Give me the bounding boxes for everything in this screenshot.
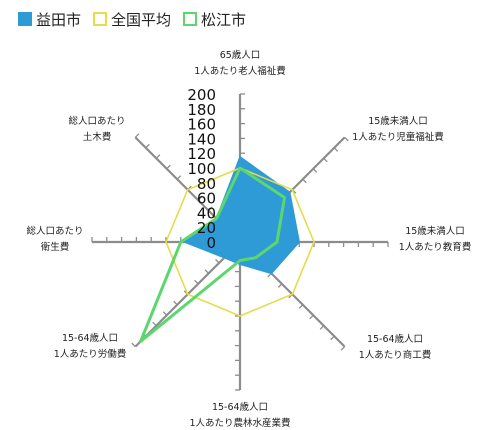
category-label-5-line-0: 15-64歳人口 [62,332,118,344]
chart-legend: 益田市 全国平均 松江市 [18,8,246,30]
category-label-4-line-0: 15-64歳人口 [212,401,268,413]
radial-tick-label-6: 120 [187,145,216,163]
radial-tick-label-7: 140 [187,130,216,148]
legend-label-national-average: 全国平均 [111,10,172,29]
category-label-4-line-1: 1人あたり農林水産業費 [189,417,290,429]
axis-tick-5-4 [194,279,199,285]
category-label-1-line-0: 15歳未満人口 [368,115,428,127]
axis-tick-7-6 [176,175,182,180]
axis-tick-1-7 [312,168,318,173]
radial-tick-label-10: 200 [187,86,216,104]
series-line-2 [139,166,286,343]
axis-tick-7-3 [208,206,213,212]
radial-tick-label-2: 40 [197,204,216,222]
axis-tick-3-6 [298,304,304,309]
axis-tick-1-6 [302,178,307,184]
category-label-0-line-0: 65歳人口 [220,49,261,61]
category-label-1-line-1: 1人あたり児童福祉費 [352,131,444,143]
legend-label-masuda: 益田市 [36,10,82,29]
legend-item-national-average: 全国平均 [93,9,171,30]
category-label-7-line-0: 総人口あたり [68,115,125,127]
legend-item-matsue: 松江市 [183,9,246,30]
radial-tick-label-4: 80 [197,175,216,193]
legend-swatch-masuda [18,12,32,26]
category-label-6-line-1: 衛生費 [41,241,70,253]
category-label-7-line-1: 土木費 [83,131,112,143]
category-label-3-line-0: 15-64歳人口 [367,333,423,345]
category-label-0-line-1: 1人あたり老人福祉費 [194,65,286,77]
radial-tick-label-5: 100 [187,160,216,178]
radial-tick-label-0: 0 [206,234,216,252]
axis-tick-1-10 [344,136,349,142]
axis-tick-7-4 [197,196,203,201]
category-label-2-line-0: 15歳未満人口 [405,225,465,237]
radial-tick-label-1: 20 [197,219,216,237]
axis-tick-3-4 [277,283,283,288]
legend-swatch-national-average [93,12,108,26]
legend-label-matsue: 松江市 [201,10,247,29]
radial-tick-label-3: 60 [197,190,216,208]
category-label-6-line-0: 総人口あたり [26,225,83,237]
radial-tick-label-9: 180 [187,101,216,119]
axis-tick-3-9 [330,335,335,341]
legend-item-masuda: 益田市 [18,9,81,30]
axis-tick-1-8 [323,157,328,163]
axis-tick-5-6 [173,300,178,306]
category-label-5-line-1: 1人あたり労働費 [54,348,127,360]
category-label-3-line-1: 1人あたり商工費 [359,349,432,361]
axis-tick-1-9 [333,147,339,152]
radial-tick-label-8: 160 [187,116,216,134]
axis-tick-3-8 [319,325,325,330]
axis-tick-3-10 [340,346,346,351]
axis-tick-5-10 [131,342,136,348]
axis-tick-7-10 [134,133,140,138]
axis-tick-7-8 [155,154,161,159]
axis-tick-5-7 [162,311,168,316]
series-line-1 [165,167,315,317]
axis-tick-5-2 [215,258,220,264]
axis-tick-7-7 [166,164,171,170]
category-label-2-line-1: 1人あたり教育費 [399,241,472,253]
axis-tick-7-9 [145,143,150,149]
axis-tick-3-7 [309,314,314,320]
axis-tick-5-8 [152,321,157,327]
axis-tick-5-3 [204,269,210,274]
legend-swatch-matsue [183,12,198,26]
